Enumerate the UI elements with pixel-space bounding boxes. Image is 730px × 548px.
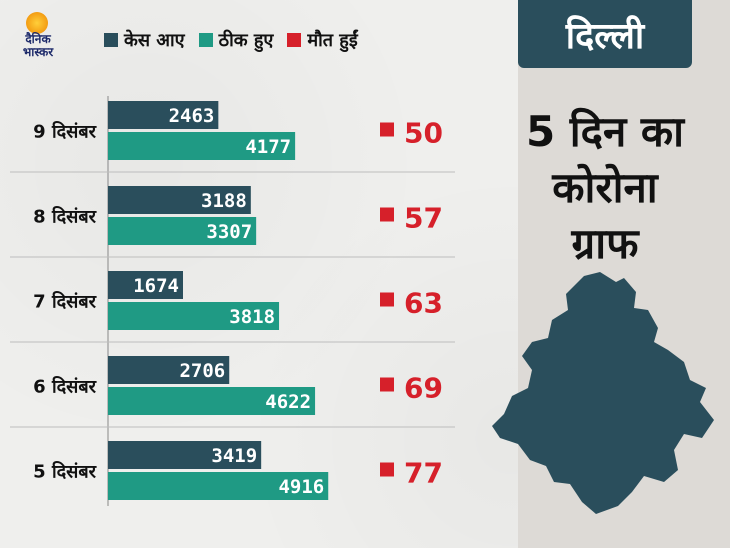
side-title-line-3: ग्राफ: [571, 219, 639, 268]
data-label-recovered: 4916: [278, 476, 324, 498]
data-label-deaths: 63: [404, 287, 443, 320]
bar-recovered: [108, 132, 296, 160]
category-label: 5 दिसंबर: [33, 461, 96, 483]
category-label: 8 दिसंबर: [33, 206, 96, 228]
data-label-recovered: 3307: [206, 221, 252, 243]
bar-cases: [108, 356, 230, 384]
legend-label-recovered: ठीक हुए: [218, 30, 274, 51]
legend-item-cases: केस आए: [104, 28, 185, 52]
side-title-line-2: कोरोना: [552, 163, 658, 212]
legend-item-deaths: मौत हुईं: [287, 28, 358, 52]
category-label: 7 दिसंबर: [33, 291, 96, 313]
data-label-cases: 3188: [201, 190, 247, 212]
death-marker: [380, 462, 394, 477]
chart-legend: केस आए ठीक हुए मौत हुईं: [104, 28, 358, 52]
legend-swatch-cases: [104, 33, 118, 47]
data-label-cases: 1674: [133, 275, 179, 297]
category-label: 6 दिसंबर: [33, 376, 96, 398]
bar-recovered: [108, 302, 280, 330]
data-label-cases: 2706: [179, 360, 225, 382]
brand-logo: दैनिक भास्कर: [12, 12, 62, 60]
data-label-deaths: 57: [404, 202, 443, 235]
death-marker: [380, 292, 394, 307]
data-label-recovered: 4622: [265, 391, 311, 413]
data-label-deaths: 69: [404, 372, 443, 405]
bar-cases: [108, 186, 251, 214]
bar-chart: 9 दिसंबर 2463 4177 50 8 दिसंबर 3188 3307 57 7 दि…: [10, 96, 455, 506]
death-marker: [380, 377, 394, 392]
bar-cases: [108, 101, 219, 129]
bar-recovered: [108, 387, 316, 415]
category-label: 9 दिसंबर: [33, 121, 96, 143]
bar-cases: [108, 271, 183, 299]
legend-item-recovered: ठीक हुए: [198, 28, 274, 52]
data-label-deaths: 77: [404, 457, 443, 490]
data-label-recovered: 4177: [245, 136, 291, 158]
legend-swatch-deaths: [287, 33, 302, 47]
death-marker: [380, 207, 394, 222]
data-label-recovered: 3818: [229, 306, 275, 328]
brand-line-2: भास्कर: [22, 45, 54, 59]
data-label-cases: 2463: [169, 105, 215, 127]
city-tab: दिल्ली: [518, 0, 692, 68]
sun-icon: [26, 12, 48, 34]
legend-swatch-recovered: [198, 33, 213, 47]
bar-recovered: [108, 472, 329, 500]
legend-label-deaths: मौत हुईं: [307, 30, 358, 51]
legend-label-cases: केस आए: [124, 30, 185, 51]
brand-line-1: दैनिक: [25, 32, 51, 46]
side-title-line-1: 5 दिन का: [525, 107, 685, 156]
data-label-deaths: 50: [404, 117, 443, 150]
bar-recovered: [108, 217, 257, 245]
data-label-cases: 3419: [211, 445, 257, 467]
delhi-map-icon: [492, 272, 714, 514]
death-marker: [380, 122, 394, 137]
side-title: 5 दिन का कोरोना ग्राफ: [520, 104, 690, 272]
bar-cases: [108, 441, 262, 469]
